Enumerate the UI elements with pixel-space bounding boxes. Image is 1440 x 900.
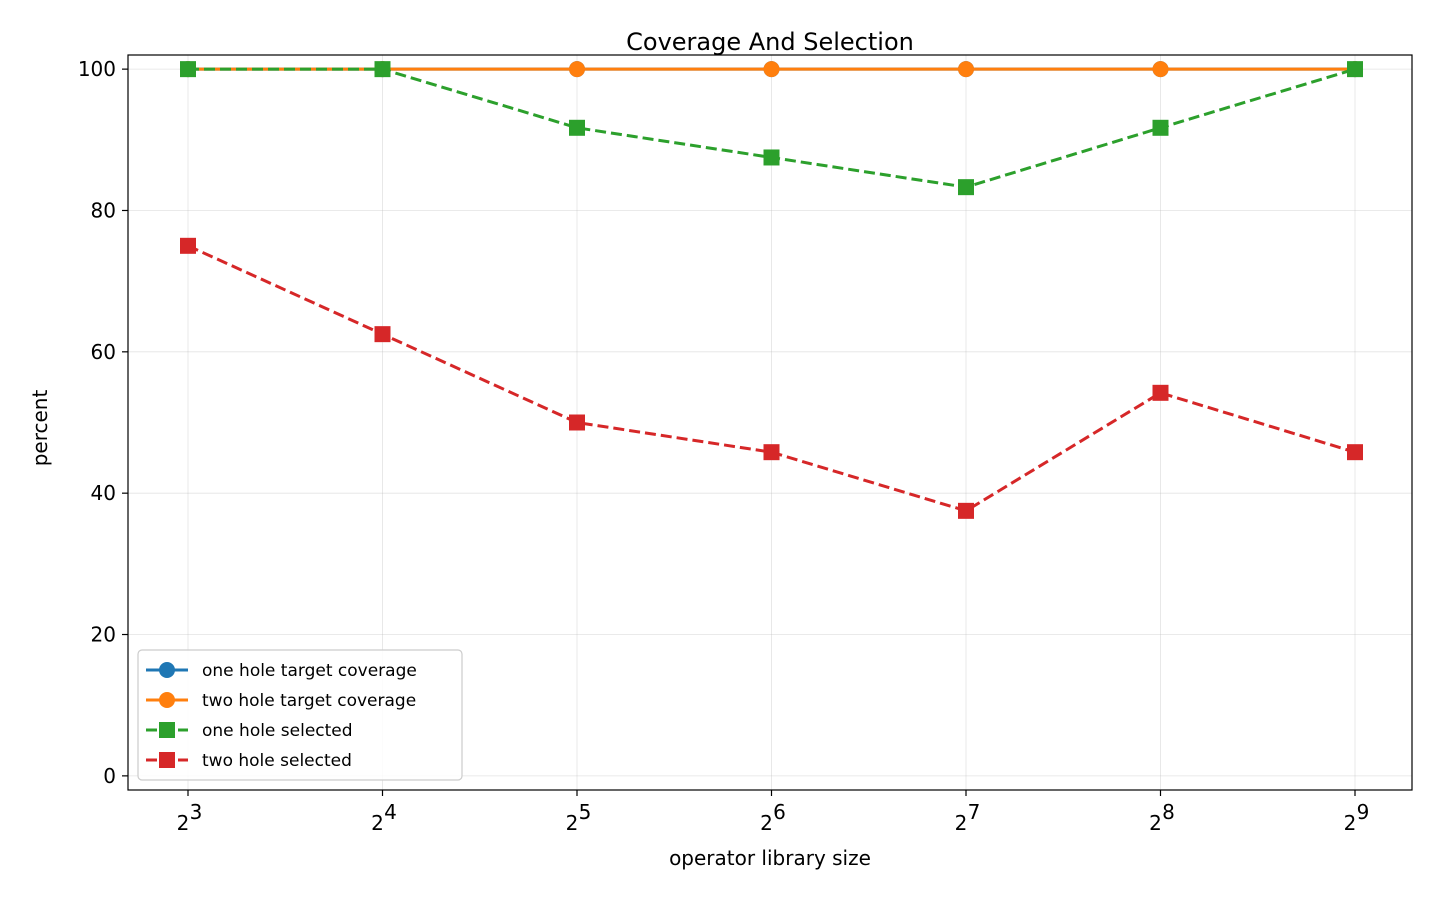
y-tick-label: 60 [91, 340, 116, 364]
data-point [569, 61, 585, 78]
legend-marker [159, 662, 175, 678]
x-tick-label: 2 [371, 811, 384, 835]
data-point [569, 119, 585, 136]
data-point [1152, 119, 1169, 136]
x-tick-exponent: 6 [773, 800, 786, 824]
y-tick-label: 80 [91, 198, 116, 222]
x-tick-label: 2 [760, 811, 773, 835]
legend-label: two hole selected [202, 751, 352, 771]
data-point [1152, 384, 1169, 401]
legend-item: two hole selected [146, 751, 352, 771]
data-point [763, 444, 780, 461]
x-tick-exponent: 8 [1162, 800, 1175, 824]
data-point [374, 326, 391, 343]
y-tick-label: 0 [103, 764, 116, 788]
legend-marker [159, 692, 175, 708]
legend-item: one hole selected [146, 721, 353, 741]
series-layer [180, 61, 1363, 519]
y-tick-label: 100 [78, 57, 116, 81]
legend-marker [159, 722, 175, 738]
x-tick-exponent: 9 [1357, 800, 1370, 824]
x-tick-label: 2 [955, 811, 968, 835]
legend-marker [159, 752, 175, 768]
data-point [374, 61, 391, 78]
legend-item: two hole target coverage [146, 691, 416, 711]
data-point [1347, 61, 1363, 78]
legend-label: two hole target coverage [202, 691, 416, 711]
data-point [763, 149, 780, 166]
legend-box [137, 649, 463, 781]
series-two-hole-selected [180, 237, 1363, 519]
x-axis-label: operator library size [669, 846, 871, 870]
x-tick-exponent: 7 [968, 800, 981, 824]
x-tick-exponent: 3 [190, 800, 203, 824]
legend-label: one hole selected [202, 721, 353, 741]
legend: one hole target coverage two hole target … [137, 649, 463, 781]
x-tick-exponent: 5 [579, 800, 592, 824]
y-axis-label: percent [28, 390, 52, 467]
series-one-hole-selected [180, 61, 1363, 196]
data-point [958, 179, 974, 196]
y-tick-label: 40 [91, 481, 116, 505]
x-tick-label: 2 [1344, 811, 1357, 835]
chart-title: Coverage And Selection [626, 28, 914, 56]
x-tick-label: 2 [1149, 811, 1162, 835]
data-point [958, 61, 974, 78]
data-point [1152, 61, 1169, 78]
y-tick-label: 20 [91, 623, 116, 647]
plot-area-frame [127, 54, 1413, 791]
legend-label: one hole target coverage [202, 661, 417, 681]
data-point [180, 237, 196, 254]
x-tick-label: 2 [566, 811, 579, 835]
data-point [1347, 444, 1363, 461]
x-tick-label: 2 [177, 811, 190, 835]
grid-lines [128, 55, 1412, 790]
legend-item: one hole target coverage [146, 661, 417, 681]
data-point [180, 61, 196, 78]
x-tick-exponent: 4 [384, 800, 397, 824]
data-point [763, 61, 780, 78]
data-point [958, 502, 974, 519]
data-point [569, 414, 585, 431]
